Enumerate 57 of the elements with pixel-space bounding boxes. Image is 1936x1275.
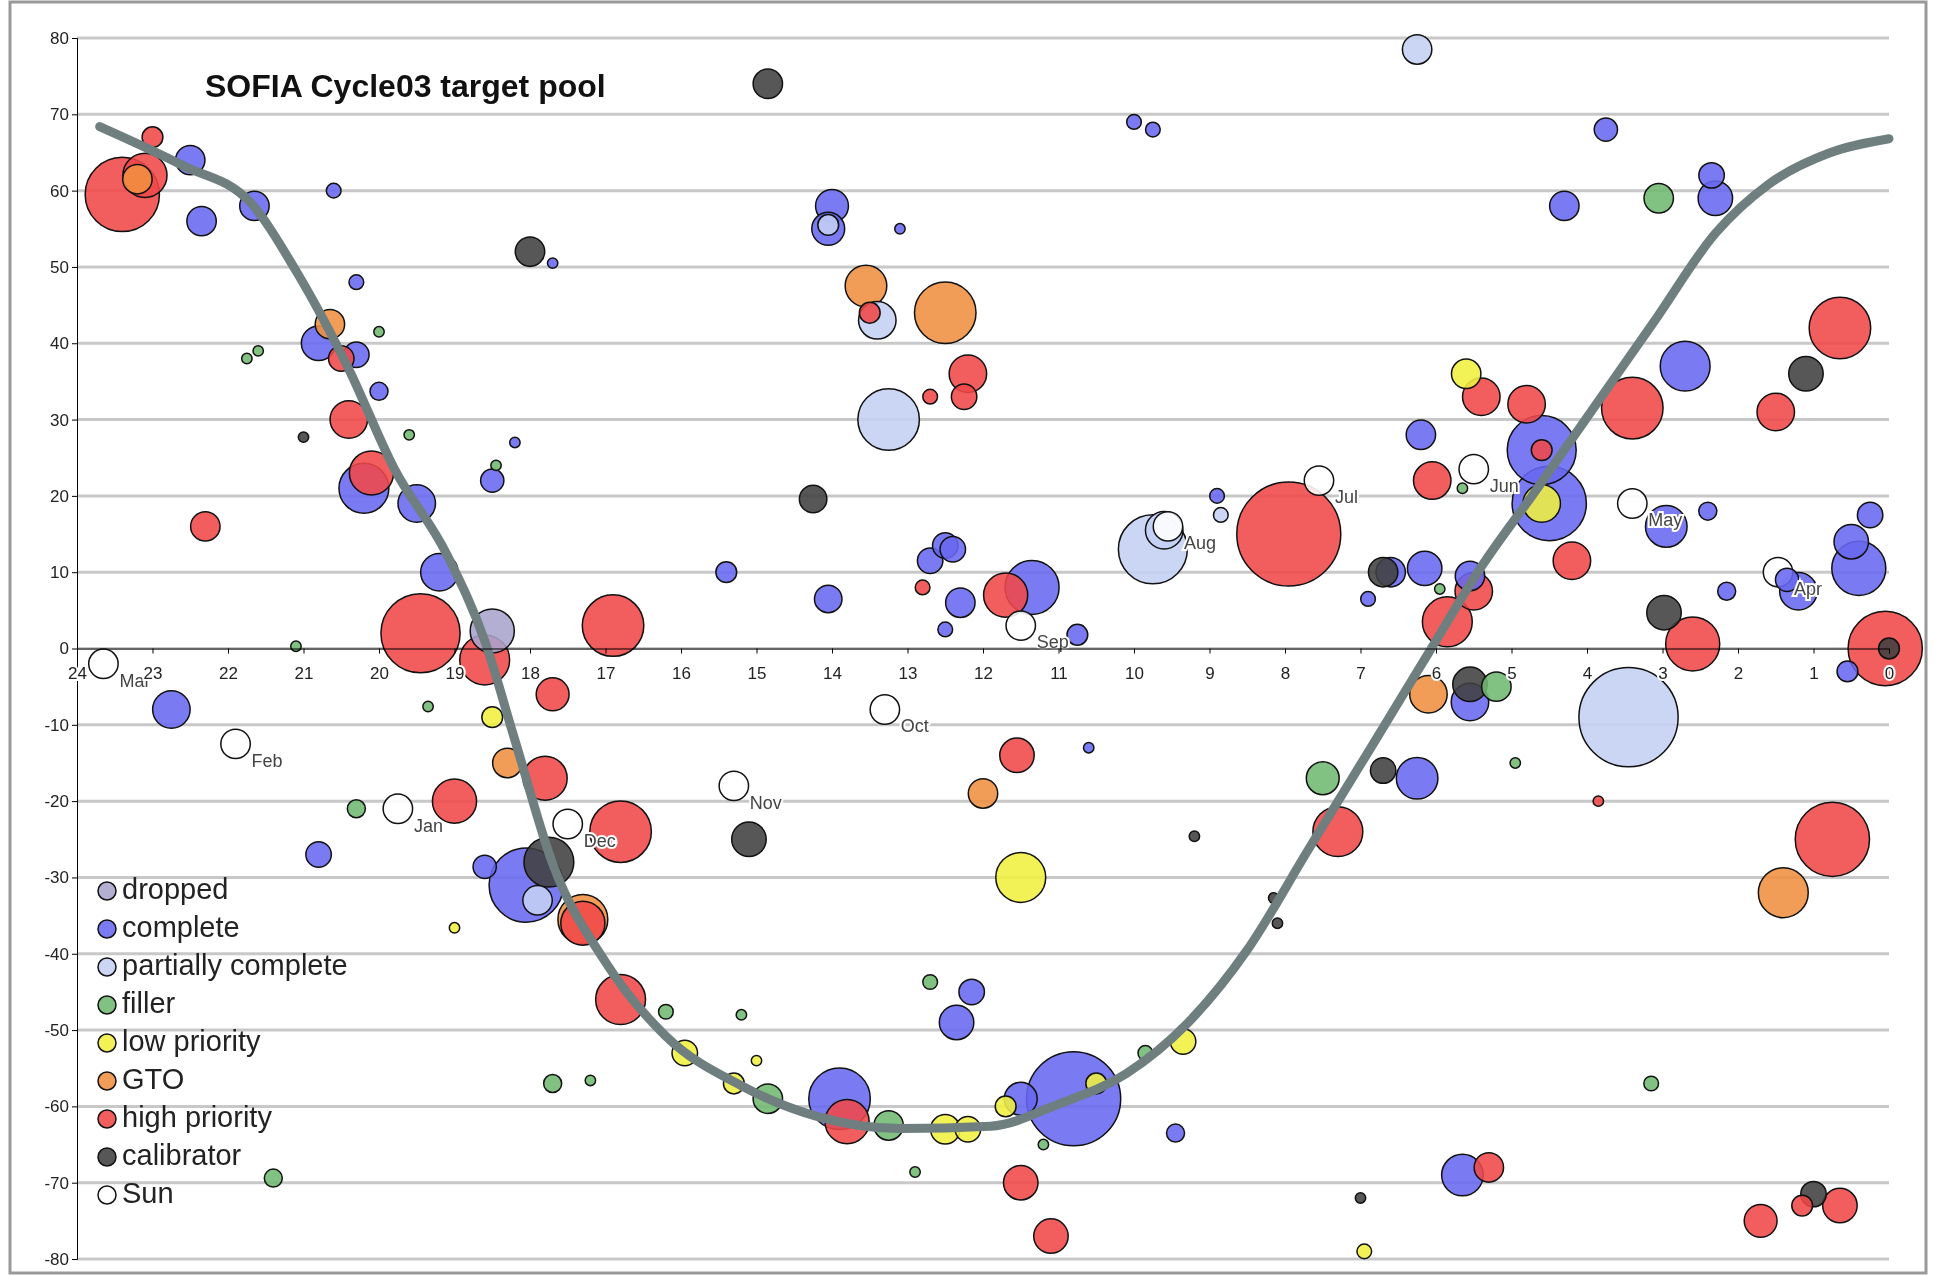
y-tick-label: -50: [44, 1021, 69, 1040]
legend-label: complete: [122, 911, 240, 943]
x-tick-label: 4: [1582, 663, 1593, 683]
y-tick-label: 50: [50, 257, 69, 277]
x-tick-label: 7: [1356, 663, 1366, 683]
x-tick-label: 14: [823, 663, 842, 683]
legend-label: filler: [122, 987, 176, 1019]
legend-label: dropped: [122, 873, 229, 905]
annotation: May: [1648, 510, 1683, 531]
y-tick-label: 40: [50, 334, 69, 354]
x-tick-label: 12: [974, 663, 993, 683]
annotation: Sep: [1036, 632, 1069, 653]
y-tick-label: 60: [50, 181, 69, 201]
x-tick-label: 5: [1507, 663, 1517, 683]
legend-label: low priority: [122, 1025, 262, 1057]
y-tick-label: -70: [44, 1173, 69, 1193]
x-tick-label: 17: [596, 663, 616, 683]
y-tick-label: 30: [50, 410, 69, 430]
y-tick-label: -80: [44, 1249, 69, 1269]
x-tick-label: 0: [1884, 663, 1895, 683]
x-tick-label: 22: [219, 663, 238, 683]
x-tick-label: 19: [445, 663, 465, 683]
y-tick-label: -20: [44, 792, 69, 812]
x-tick-label: 8: [1280, 663, 1291, 683]
annotation: Feb: [251, 750, 283, 771]
x-tick-label: 13: [898, 663, 918, 683]
x-tick-label: 2: [1733, 663, 1744, 683]
legend-label: calibrator: [122, 1139, 242, 1171]
annotation: Oct: [900, 716, 929, 737]
y-tick-label: 10: [50, 563, 69, 583]
x-tick-label: 11: [1050, 663, 1068, 683]
y-tick-label: -40: [44, 944, 69, 964]
x-tick-label: 18: [521, 663, 540, 683]
annotation: Nov: [749, 792, 782, 813]
y-tick-label: 70: [50, 105, 69, 125]
x-tick-label: 16: [672, 663, 691, 683]
annotation: Jun: [1489, 475, 1519, 496]
x-tick-label: 20: [370, 663, 389, 683]
x-tick-label: 15: [747, 663, 767, 683]
x-tick-label: 1: [1809, 663, 1819, 683]
x-tick-label: 21: [294, 663, 314, 683]
y-tick-label: 0: [59, 639, 69, 659]
legend-label: GTO: [122, 1063, 185, 1095]
x-tick-label: 10: [1125, 663, 1144, 683]
legend-label: Sun: [122, 1177, 174, 1209]
y-tick-label: -60: [44, 1097, 69, 1117]
x-tick-label: 9: [1205, 663, 1215, 683]
y-tick-label: -10: [44, 715, 69, 735]
y-tick-label: 80: [50, 28, 69, 48]
annotation: Jul: [1334, 487, 1358, 508]
text: SOFIA Cycle03 target pool: [205, 68, 606, 104]
y-tick-label: 20: [50, 486, 69, 506]
annotation: Jan: [413, 815, 443, 836]
x-tick-label: 3: [1658, 663, 1668, 683]
legend-label: high priority: [122, 1101, 273, 1133]
legend-label: partially complete: [122, 949, 348, 981]
y-tick-label: -30: [44, 868, 69, 888]
